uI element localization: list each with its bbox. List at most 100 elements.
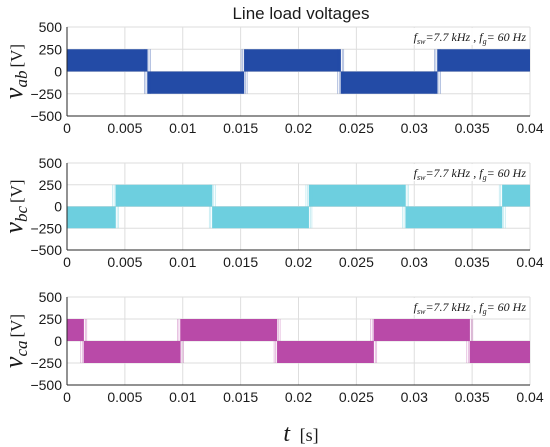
pwm-segment — [147, 71, 245, 94]
x-tick-label: 0.03 — [401, 389, 428, 405]
x-tick-label: 0.01 — [169, 120, 196, 136]
y-tick-label: −500 — [30, 377, 62, 393]
x-tick-label: 0.02 — [285, 254, 312, 270]
y-axis-symbol: v — [0, 356, 28, 368]
annotation-text: f — [414, 300, 419, 314]
x-tick-label: 0.02 — [285, 389, 312, 405]
x-tick-label: 0 — [63, 254, 71, 270]
pwm-segment — [212, 206, 309, 229]
pwm-segment — [340, 71, 438, 94]
pwm-segment — [67, 319, 84, 341]
y-axis-label: vca [V] — [0, 314, 31, 368]
annotation-text: = 60 Hz — [487, 166, 527, 180]
y-tick-label: 250 — [39, 311, 63, 327]
annotation-bg — [362, 164, 529, 181]
y-tick-label: −250 — [30, 355, 62, 371]
y-tick-label: 250 — [39, 177, 63, 193]
y-axis-symbol: v — [0, 87, 28, 99]
annotation-text: =7.7 kHz , — [425, 166, 479, 180]
pwm-segment — [373, 319, 470, 341]
x-tick-label: 0.005 — [107, 389, 142, 405]
annotation-text: =7.7 kHz , — [425, 30, 479, 44]
y-axis-subscript: ca — [12, 341, 31, 357]
y-axis-subscript: bc — [12, 206, 31, 223]
y-tick-label: 0 — [54, 64, 62, 80]
x-tick-label: 0.01 — [169, 254, 196, 270]
x-tick-label: 0.03 — [401, 120, 428, 136]
pwm-segment — [83, 341, 181, 363]
x-tick-label: 0.04 — [516, 254, 543, 270]
annotation: fsw=7.7 kHz , fg= 60 Hz — [414, 166, 527, 182]
x-tick-label: 0.015 — [223, 389, 258, 405]
pwm-segment — [437, 49, 530, 72]
annotation-text: f — [414, 30, 419, 44]
annotation-subscript: sw — [417, 173, 426, 182]
x-tick-label: 0.01 — [169, 389, 196, 405]
y-tick-label: 500 — [39, 289, 63, 305]
pwm-segment — [67, 49, 148, 72]
y-axis-subscript: ab — [12, 71, 31, 88]
pwm-segment — [67, 206, 116, 229]
annotation-text: f — [479, 30, 484, 44]
x-tick-label: 0 — [63, 389, 71, 405]
x-tick-label: 0.04 — [516, 120, 543, 136]
y-axis-unit: [V] — [7, 44, 26, 68]
annotation-text: f — [414, 166, 419, 180]
y-tick-label: −250 — [30, 220, 62, 236]
annotation-subscript: sw — [417, 37, 426, 46]
x-tick-label: 0.035 — [455, 120, 490, 136]
annotation-text: = 60 Hz — [487, 300, 527, 314]
x-tick-label: 0.005 — [107, 254, 142, 270]
y-axis-unit: [V] — [7, 314, 26, 338]
y-axis-symbol: v — [0, 222, 28, 234]
x-tick-label: 0.035 — [455, 254, 490, 270]
x-tick-label: 0.015 — [223, 120, 258, 136]
annotation-text: =7.7 kHz , — [425, 300, 479, 314]
annotation: fsw=7.7 kHz , fg= 60 Hz — [414, 300, 527, 316]
annotation-text: f — [479, 300, 484, 314]
figure-title: Line load voltages — [232, 4, 369, 23]
annotation-bg — [362, 298, 529, 315]
annotation-subscript: g — [483, 37, 487, 46]
x-tick-label: 0 — [63, 120, 71, 136]
annotation-subscript: sw — [417, 307, 426, 316]
annotation: fsw=7.7 kHz , fg= 60 Hz — [414, 30, 527, 46]
pwm-segment — [244, 49, 341, 72]
annotation-subscript: g — [483, 307, 487, 316]
y-tick-label: 500 — [39, 19, 63, 35]
y-axis-label: vbc [V] — [0, 179, 31, 233]
x-axis-label: t [s] — [283, 421, 318, 447]
y-tick-label: −500 — [30, 108, 62, 124]
annotation-text: = 60 Hz — [487, 30, 527, 44]
x-axis-unit: [s] — [300, 425, 319, 445]
x-tick-label: 0.015 — [223, 254, 258, 270]
y-tick-label: 0 — [54, 333, 62, 349]
x-tick-label: 0.04 — [516, 389, 543, 405]
pwm-segment — [405, 206, 503, 229]
pwm-segment — [502, 184, 530, 207]
x-tick-label: 0.025 — [339, 254, 374, 270]
annotation-subscript: g — [483, 173, 487, 182]
x-tick-label: 0.025 — [339, 120, 374, 136]
y-axis-label: vab [V] — [0, 44, 31, 99]
x-tick-label: 0.02 — [285, 120, 312, 136]
pwm-segment — [115, 184, 213, 207]
y-axis-unit: [V] — [7, 179, 26, 203]
pwm-segment — [277, 341, 374, 363]
y-tick-label: −500 — [30, 242, 62, 258]
x-tick-label: 0.03 — [401, 254, 428, 270]
annotation-bg — [362, 28, 529, 45]
pwm-segment — [469, 341, 530, 363]
x-tick-label: 0.005 — [107, 120, 142, 136]
x-tick-label: 0.035 — [455, 389, 490, 405]
x-tick-label: 0.025 — [339, 389, 374, 405]
y-tick-label: 250 — [39, 41, 63, 57]
pwm-segment — [308, 184, 406, 207]
y-tick-label: 500 — [39, 155, 63, 171]
annotation-text: f — [479, 166, 484, 180]
